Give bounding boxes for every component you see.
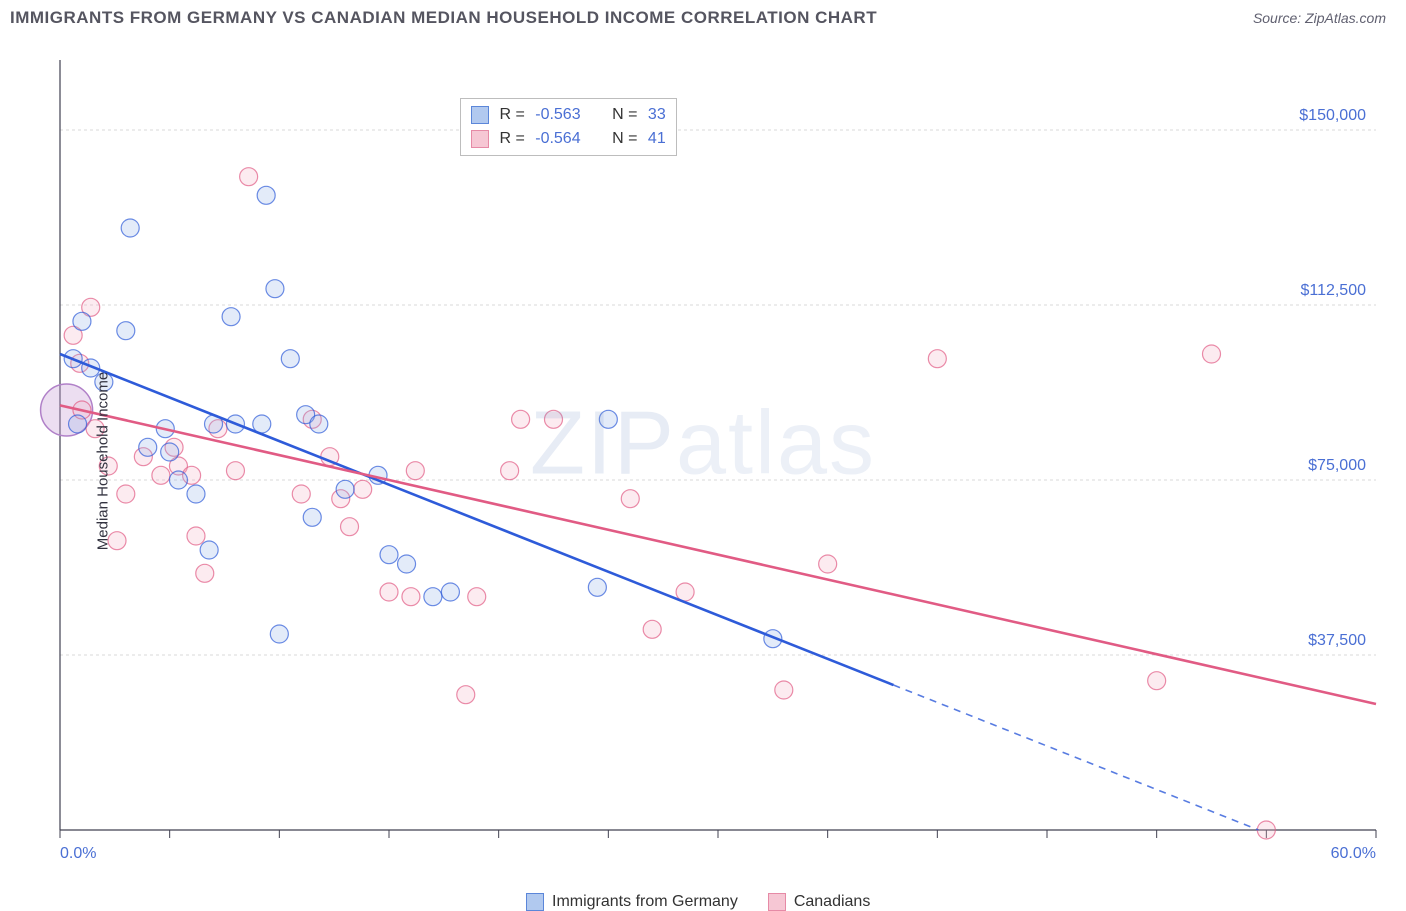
legend-r-label: R =	[495, 130, 529, 148]
correlation-legend: R = -0.563 N = 33 R = -0.564 N = 41	[460, 98, 677, 156]
correlation-legend-row: R = -0.564 N = 41	[471, 127, 666, 151]
source-prefix: Source:	[1253, 10, 1305, 26]
correlation-legend-row: R = -0.563 N = 33	[471, 103, 666, 127]
legend-swatch-icon	[768, 893, 786, 911]
legend-r-label: R =	[495, 106, 529, 124]
chart-area: Median Household Income ZIPatlas $37,500…	[10, 40, 1396, 882]
legend-n-value: 41	[648, 130, 666, 148]
legend-n-value: 33	[648, 106, 666, 124]
source-credit: Source: ZipAtlas.com	[1253, 10, 1386, 26]
legend-swatch-icon	[526, 893, 544, 911]
series-legend-item: Immigrants from Germany	[526, 893, 738, 911]
y-axis-label: Median Household Income	[95, 372, 112, 550]
svg-text:$37,500: $37,500	[1308, 632, 1366, 649]
scatter-chart: $37,500 $75,000 $112,500 $150,000 0.0% 60.0%	[10, 40, 1396, 882]
legend-r-value: -0.564	[535, 130, 597, 148]
legend-swatch-icon	[471, 130, 489, 148]
legend-r-value: -0.563	[535, 106, 597, 124]
series-legend-item: Canadians	[768, 893, 871, 911]
chart-header: IMMIGRANTS FROM GERMANY VS CANADIAN MEDI…	[0, 0, 1406, 32]
svg-text:$112,500: $112,500	[1300, 282, 1366, 299]
svg-text:$150,000: $150,000	[1299, 107, 1366, 124]
svg-text:$75,000: $75,000	[1308, 457, 1366, 474]
source-name: ZipAtlas.com	[1305, 10, 1386, 26]
chart-title: IMMIGRANTS FROM GERMANY VS CANADIAN MEDI…	[10, 8, 877, 28]
svg-text:60.0%: 60.0%	[1331, 845, 1376, 862]
legend-n-label: N =	[603, 106, 642, 124]
legend-n-label: N =	[603, 130, 642, 148]
series-label: Canadians	[794, 893, 871, 911]
legend-swatch-icon	[471, 106, 489, 124]
svg-text:0.0%: 0.0%	[60, 845, 96, 862]
series-label: Immigrants from Germany	[552, 893, 738, 911]
series-legend: Immigrants from Germany Canadians	[526, 893, 870, 911]
